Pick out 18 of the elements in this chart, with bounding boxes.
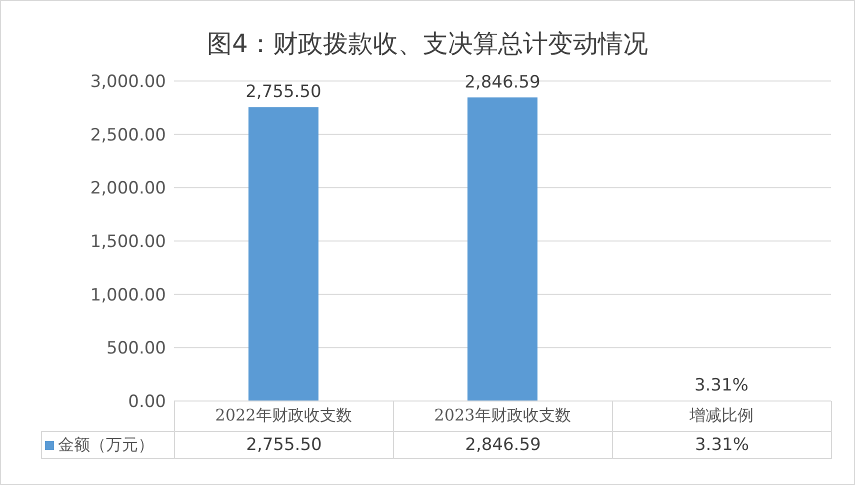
chart-title: 图4：财政拨款收、支决算总计变动情况	[206, 28, 649, 60]
y-tick-label: 0.00	[128, 392, 166, 412]
x-tick-label: 增减比例	[688, 405, 754, 424]
data-label: 2,755.50	[175, 432, 394, 458]
text: 2,846.59	[464, 72, 540, 92]
text: 2,755.50	[246, 82, 322, 102]
y-tick-label: 2,500.00	[90, 125, 166, 146]
data-label: 3.31%	[613, 432, 832, 458]
y-tick-label: 1,500.00	[90, 232, 166, 252]
y-tick-label: 1,000.00	[90, 285, 166, 306]
legend-label: 金额（万元）	[42, 432, 175, 458]
x-tick-label: 2022年财政收支数	[215, 405, 352, 424]
x-tick-label: 2023年财政收支数	[434, 405, 571, 424]
y-tick-label: 500.00	[106, 338, 166, 359]
y-tick-label: 3,000.00	[90, 72, 166, 92]
data-label: 2,846.59	[394, 432, 613, 458]
text: 3.31%	[694, 376, 748, 396]
y-tick-label: 2,000.00	[90, 178, 166, 199]
